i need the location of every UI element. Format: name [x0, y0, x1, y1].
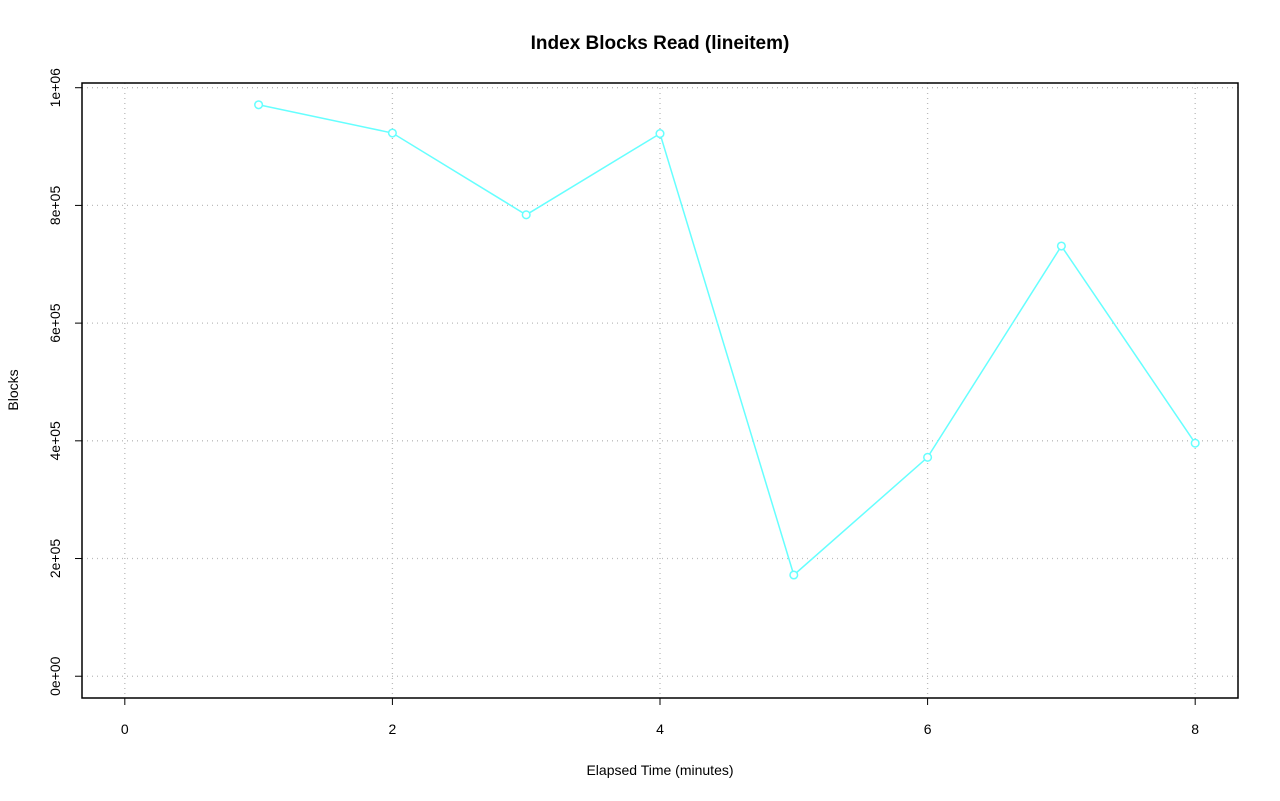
data-line — [258, 104, 1196, 577]
data-point — [789, 570, 799, 580]
y-tick-label: 0e+00 — [47, 656, 63, 696]
y-tick-label: 2e+05 — [47, 539, 63, 579]
y-tick-label: 8e+05 — [47, 186, 63, 226]
data-point — [254, 100, 264, 110]
plot-frame — [81, 82, 1239, 699]
x-axis-label: Elapsed Time (minutes) — [586, 762, 733, 778]
data-point — [923, 452, 933, 462]
data-point — [1056, 241, 1066, 251]
x-tick-label: 8 — [1191, 721, 1199, 737]
x-tick-label: 0 — [121, 721, 129, 737]
y-tick-label: 6e+05 — [47, 303, 63, 343]
data-point — [521, 210, 531, 220]
x-tick-label: 2 — [389, 721, 397, 737]
chart-title: Index Blocks Read (lineitem) — [531, 33, 790, 54]
y-tick-label: 4e+05 — [47, 421, 63, 461]
data-point — [387, 128, 397, 138]
data-point — [1190, 438, 1200, 448]
y-tick-label: 1e+06 — [47, 68, 63, 108]
x-tick-label: 6 — [924, 721, 932, 737]
x-tick-label: 4 — [656, 721, 664, 737]
data-point — [655, 129, 665, 139]
y-axis-label: Blocks — [5, 369, 21, 410]
